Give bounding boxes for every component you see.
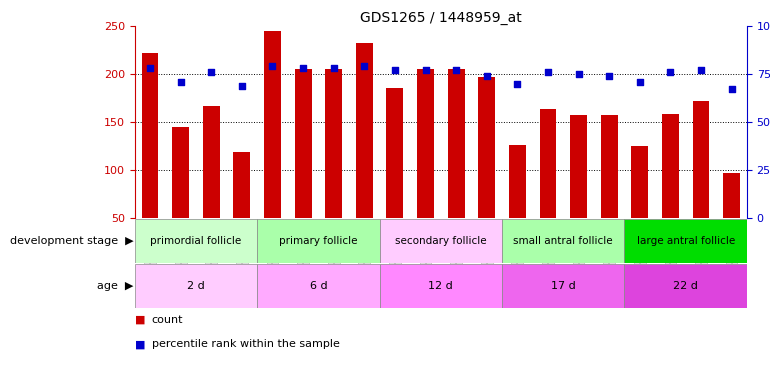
Text: small antral follicle: small antral follicle (514, 236, 613, 246)
Point (266, 63, 279, 69)
Point (634, 79, 646, 85)
Bar (570, 115, 587, 218)
Text: 22 d: 22 d (673, 281, 698, 291)
Bar (502, 264, 624, 308)
Bar (502, 219, 624, 262)
Point (297, 65, 310, 71)
Point (236, 82, 248, 88)
Bar (135, 219, 257, 262)
Point (695, 67, 707, 73)
Text: primary follicle: primary follicle (280, 236, 357, 246)
Point (205, 69, 217, 75)
Bar (601, 115, 618, 218)
Point (725, 86, 738, 92)
Bar (257, 264, 380, 308)
Text: ■: ■ (135, 339, 146, 350)
Text: secondary follicle: secondary follicle (395, 236, 487, 246)
Text: ■: ■ (135, 315, 146, 325)
Bar (387, 88, 403, 218)
Point (665, 69, 677, 75)
Bar (135, 264, 257, 308)
Bar (325, 69, 342, 218)
Text: count: count (152, 315, 183, 325)
Bar (380, 264, 502, 308)
Text: percentile rank within the sample: percentile rank within the sample (152, 339, 340, 350)
Bar (417, 69, 434, 218)
Point (389, 67, 401, 73)
Bar (142, 53, 159, 217)
Bar (172, 127, 189, 218)
Text: primordial follicle: primordial follicle (150, 236, 242, 246)
Point (327, 65, 340, 71)
Point (572, 71, 584, 77)
Bar (631, 146, 648, 218)
Bar (509, 145, 526, 218)
Text: 12 d: 12 d (428, 281, 454, 291)
Bar (540, 110, 557, 218)
Point (358, 63, 370, 69)
Bar (257, 219, 380, 262)
Bar (624, 219, 747, 262)
Bar (662, 114, 679, 218)
Bar (478, 77, 495, 218)
Text: large antral follicle: large antral follicle (637, 236, 735, 246)
Bar (624, 264, 747, 308)
Bar (380, 219, 502, 262)
Bar (264, 31, 281, 217)
Bar (203, 106, 219, 218)
Bar (356, 44, 373, 218)
Bar (692, 101, 709, 217)
Text: age  ▶: age ▶ (97, 281, 133, 291)
Point (144, 65, 156, 71)
Point (450, 67, 462, 73)
Text: 17 d: 17 d (551, 281, 576, 291)
Text: 2 d: 2 d (187, 281, 205, 291)
Text: 6 d: 6 d (310, 281, 327, 291)
Title: GDS1265 / 1448959_at: GDS1265 / 1448959_at (360, 11, 522, 25)
Point (542, 69, 554, 75)
Text: development stage  ▶: development stage ▶ (9, 236, 133, 246)
Point (603, 73, 615, 79)
Point (511, 81, 524, 87)
Point (480, 73, 493, 79)
Bar (233, 152, 250, 217)
Bar (295, 69, 312, 218)
Bar (447, 69, 464, 218)
Point (420, 67, 432, 73)
Point (175, 79, 187, 85)
Bar (723, 172, 740, 217)
